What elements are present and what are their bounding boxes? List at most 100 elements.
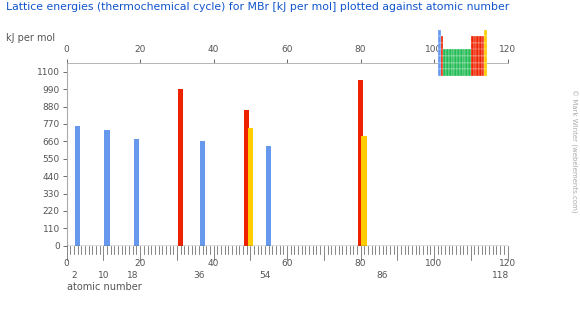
Bar <box>484 43 487 49</box>
Bar <box>457 69 460 76</box>
Bar <box>266 146 271 246</box>
Bar <box>479 56 482 63</box>
Text: 80: 80 <box>355 259 367 268</box>
Bar <box>484 49 487 56</box>
Bar <box>449 49 452 56</box>
Text: atomic number: atomic number <box>67 282 142 292</box>
Bar <box>441 56 443 63</box>
Bar <box>446 49 449 56</box>
Bar <box>468 49 471 56</box>
Bar <box>457 63 460 69</box>
Bar <box>471 69 473 76</box>
Bar <box>482 49 484 56</box>
Bar <box>446 63 449 69</box>
Bar <box>452 69 454 76</box>
Bar <box>476 43 479 49</box>
Bar <box>248 128 253 246</box>
Bar <box>454 49 457 56</box>
Bar <box>438 56 441 63</box>
Text: 18: 18 <box>127 271 139 280</box>
Bar <box>484 37 487 43</box>
Bar <box>441 69 443 76</box>
Bar <box>358 80 363 246</box>
Bar <box>446 69 449 76</box>
Bar <box>484 56 487 63</box>
Bar <box>462 69 465 76</box>
Bar <box>465 49 468 56</box>
Text: 0: 0 <box>64 259 70 268</box>
Bar <box>449 69 452 76</box>
Text: 2: 2 <box>71 271 77 280</box>
Bar <box>441 49 443 56</box>
Text: 100: 100 <box>425 259 443 268</box>
Bar <box>473 56 476 63</box>
Bar <box>473 37 476 43</box>
Bar <box>361 136 367 246</box>
Bar <box>457 56 460 63</box>
Bar <box>454 56 457 63</box>
Bar <box>441 37 443 43</box>
Bar <box>446 56 449 63</box>
Bar <box>460 63 462 69</box>
Bar <box>473 63 476 69</box>
Bar <box>484 69 487 76</box>
Text: Lattice energies (thermochemical cycle) for MBr [kJ per mol] plotted against ato: Lattice energies (thermochemical cycle) … <box>6 2 509 12</box>
Bar <box>441 63 443 69</box>
Bar <box>438 43 441 49</box>
Bar <box>473 49 476 56</box>
Bar <box>462 63 465 69</box>
Bar <box>479 63 482 69</box>
Bar <box>473 43 476 49</box>
Text: 60: 60 <box>281 259 293 268</box>
Bar <box>75 126 81 246</box>
Text: kJ per mol: kJ per mol <box>6 33 55 43</box>
Bar <box>452 49 454 56</box>
Bar <box>479 69 482 76</box>
Bar <box>244 110 249 246</box>
Bar <box>468 69 471 76</box>
Bar <box>476 37 479 43</box>
Bar <box>438 63 441 69</box>
Text: 20: 20 <box>135 259 146 268</box>
Bar <box>441 43 443 49</box>
Bar <box>479 43 482 49</box>
Bar <box>484 30 487 37</box>
Bar <box>471 37 473 43</box>
Bar <box>476 63 479 69</box>
Bar <box>457 49 460 56</box>
Bar <box>454 63 457 69</box>
Bar <box>460 69 462 76</box>
Bar <box>476 56 479 63</box>
Bar <box>438 30 441 37</box>
Bar <box>479 49 482 56</box>
Bar <box>452 63 454 69</box>
Bar <box>473 69 476 76</box>
Bar <box>452 56 454 63</box>
Bar <box>178 89 183 246</box>
Text: 86: 86 <box>377 271 389 280</box>
Text: 36: 36 <box>193 271 205 280</box>
Text: 120: 120 <box>499 259 516 268</box>
Bar <box>460 56 462 63</box>
Text: 118: 118 <box>491 271 509 280</box>
Text: 40: 40 <box>208 259 219 268</box>
Bar <box>438 49 441 56</box>
Bar <box>471 49 473 56</box>
Bar <box>443 69 446 76</box>
Bar <box>484 63 487 69</box>
Bar <box>443 56 446 63</box>
Bar <box>462 56 465 63</box>
Bar <box>482 69 484 76</box>
Bar <box>465 69 468 76</box>
Bar <box>449 56 452 63</box>
Bar <box>465 56 468 63</box>
Bar <box>476 69 479 76</box>
Bar <box>443 63 446 69</box>
Bar <box>479 37 482 43</box>
Bar <box>462 49 465 56</box>
Bar <box>460 49 462 56</box>
Bar <box>468 56 471 63</box>
Bar <box>482 56 484 63</box>
Bar <box>471 63 473 69</box>
Bar <box>471 43 473 49</box>
